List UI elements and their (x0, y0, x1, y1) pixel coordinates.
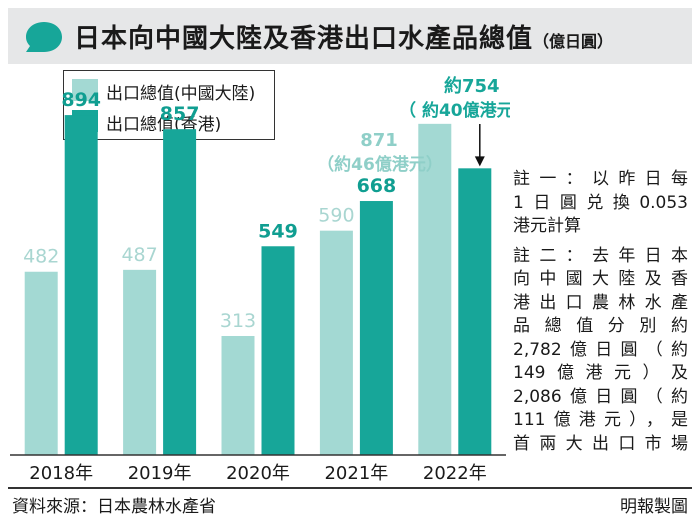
note-2-line: 港出口農林水產 (513, 292, 688, 313)
credit-text: 明報製圖 (620, 497, 688, 517)
data-label-mainland: 482 (23, 246, 59, 268)
bar-mainland (221, 335, 255, 455)
source-text: 資料來源：日本農林水產省 (12, 497, 216, 517)
bar-hongkong (261, 246, 295, 455)
bar-mainland (123, 269, 157, 455)
data-label-mainland: 313 (220, 310, 256, 332)
legend-swatch-mainland (72, 79, 98, 101)
title-unit: （億日圓） (533, 32, 614, 51)
note-2-line: 2,782億日圓（約 (513, 339, 688, 360)
bar-hongkong (359, 201, 393, 455)
notes: 註一：以昨日每 1日圓兑換0.053 港元計算 註二：去年日本 向中國大陸及香 … (513, 168, 688, 462)
note-1-line: 1日圓兑換0.053 (513, 192, 688, 213)
bar-mainland (24, 271, 58, 455)
note-2-line: 首兩大出口市場 (513, 433, 688, 454)
x-tick-label: 2021年 (324, 463, 388, 484)
callout-2022-hongkong-hkd: （ 約40億港元 ） (399, 100, 510, 121)
callout-2022-mainland-hkd: （約46億港元） (317, 154, 443, 175)
x-tick-label: 2019年 (128, 463, 192, 484)
note-2-line: 149億港元）及 (513, 363, 688, 383)
data-label-mainland: 590 (318, 205, 354, 227)
note-2: 註二：去年日本 向中國大陸及香 港出口農林水產 品總值分別約 2,782億日圓（… (513, 245, 688, 457)
note-1: 註一：以昨日每 1日圓兑換0.053 港元計算 (513, 168, 688, 239)
bar-hongkong (458, 168, 492, 455)
x-tick-label: 2022年 (423, 463, 487, 484)
note-2-line: 品總值分別約 (513, 316, 688, 336)
x-tick-label: 2020年 (226, 463, 290, 484)
bar-mainland (319, 230, 353, 455)
callout-2022-mainland-value: 871 (360, 130, 398, 151)
data-label-mainland: 487 (121, 244, 157, 266)
note-1-line: 港元計算 (513, 216, 581, 236)
data-label-hongkong: 857 (160, 103, 200, 125)
bar-hongkong (163, 129, 197, 456)
bar-hongkong (64, 115, 98, 455)
chart-title: 日本向中國大陸及香港出口水產品總值（億日圓） (74, 18, 613, 55)
note-1-line: 註一：以昨日每 (513, 169, 688, 189)
bar-mainland (418, 123, 452, 456)
footer-divider (8, 487, 692, 489)
speech-bubble-icon (26, 22, 62, 52)
note-2-line: 向中國大陸及香 (513, 269, 688, 289)
note-2-line: 註二：去年日本 (513, 245, 688, 266)
callout-arrow-head (474, 156, 485, 167)
title-main: 日本向中國大陸及香港出口水產品總值 (74, 24, 534, 54)
note-2-line: 2,086億日圓（約 (513, 386, 688, 407)
title-bar: 日本向中國大陸及香港出口水產品總值（億日圓） (8, 8, 692, 64)
data-label-hongkong: 668 (357, 175, 397, 197)
legend-label-mainland: 出口總值(中國大陸) (106, 84, 256, 104)
data-label-hongkong: 894 (61, 89, 101, 111)
callout-2022-hongkong-value: 約754 (444, 75, 500, 97)
note-2-line: 111億港元），是 (513, 410, 688, 430)
data-label-hongkong: 549 (258, 220, 298, 242)
x-tick-label: 2018年 (29, 463, 93, 484)
